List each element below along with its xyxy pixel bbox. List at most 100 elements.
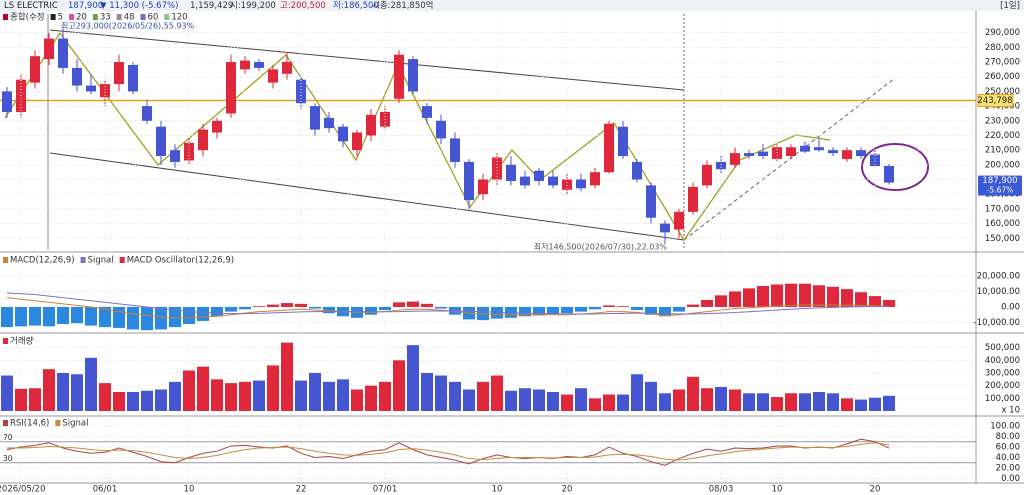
oscillator-bar — [309, 306, 321, 309]
candle-body — [674, 211, 684, 230]
legend-label: Signal — [62, 419, 88, 429]
volume-bar — [617, 394, 629, 411]
volume-bar — [575, 388, 587, 411]
legend-swatch — [55, 420, 61, 426]
candle-body — [632, 161, 642, 180]
x-tick-label: 20 — [870, 485, 881, 495]
reference-label: 243,798 — [977, 96, 1012, 106]
x-tick-label: 2026/05/20 — [0, 485, 46, 495]
legend-swatch — [164, 14, 170, 20]
volume-bar — [673, 389, 685, 411]
oscillator-bar — [869, 296, 881, 307]
candle-body — [758, 151, 768, 157]
candle-body — [604, 123, 614, 173]
volume-bar — [379, 381, 391, 411]
indicator-line — [6, 297, 890, 319]
y-tick-label: 290,000 — [985, 28, 1020, 38]
market-cap: 시총:281,850억 — [372, 0, 433, 11]
oscillator-bar — [85, 306, 97, 326]
candle-body — [772, 147, 782, 159]
volume-bar — [141, 390, 153, 411]
candle-body — [240, 60, 250, 70]
oscillator-bar — [547, 306, 559, 314]
oscillator-bar — [855, 292, 867, 307]
oscillator-bar — [827, 286, 839, 307]
y-tick-label: 20.00 — [996, 464, 1020, 474]
candle-body — [156, 126, 166, 157]
candle-body — [828, 150, 838, 154]
volume-bar — [113, 392, 125, 411]
candle-body — [520, 176, 530, 186]
oscillator-bar — [267, 304, 279, 307]
candle-body — [716, 161, 726, 170]
legend-swatch — [119, 257, 125, 263]
oscillator-bar — [365, 306, 377, 315]
volume-bar — [351, 389, 363, 411]
candle-body — [590, 172, 600, 186]
candle-body — [492, 157, 502, 180]
y-tick-label: 40.00 — [996, 453, 1020, 463]
candle-body — [324, 117, 334, 129]
volume-bar — [169, 381, 181, 411]
y-tick-label: 500,000 — [985, 343, 1020, 353]
candle-body — [660, 223, 670, 233]
y-tick-label: 80.00 — [996, 432, 1020, 442]
oscillator-bar — [631, 306, 643, 311]
candle-body — [450, 138, 460, 162]
x-tick-label: 07/01 — [373, 485, 398, 495]
volume-bar — [631, 374, 643, 411]
candle-body — [814, 147, 824, 151]
oscillator-bar — [169, 306, 181, 328]
legend-label: 20 — [76, 13, 87, 23]
oscillator-bar — [785, 283, 797, 307]
candle-body — [282, 62, 292, 74]
volume-bar — [239, 381, 251, 411]
volume-bar — [449, 381, 461, 411]
legend-swatch — [3, 14, 8, 20]
open: 시:199,200 — [230, 1, 276, 11]
oscillator-bar — [239, 306, 251, 310]
high: 고:200,500 — [280, 1, 326, 11]
oscillator-bar — [743, 288, 755, 307]
candle-body — [352, 132, 362, 151]
oscillator-bar — [295, 303, 307, 307]
legend-label: RSI(14,6) — [10, 419, 49, 429]
legend-swatch — [92, 14, 98, 20]
oscillator-bar — [659, 306, 671, 317]
last-change-label: -5.67% — [987, 186, 1014, 195]
candle-body — [548, 176, 558, 186]
y-tick-label: 10,000.00 — [977, 287, 1020, 297]
candle-body — [58, 38, 68, 68]
x-tick-label: 08/03 — [709, 485, 734, 495]
volume-bar — [1, 375, 13, 411]
volume-bar — [645, 381, 657, 411]
volume-bar — [827, 393, 839, 411]
volume-bar — [561, 394, 573, 411]
y-tick-label: 0.00 — [1001, 474, 1020, 484]
volume-bar — [743, 393, 755, 411]
candle-body — [310, 106, 320, 130]
volume-bar — [785, 393, 797, 411]
trend-line — [683, 77, 896, 241]
volume: 1,159,429 — [190, 1, 233, 11]
oscillator-bar — [155, 306, 167, 330]
oscillator-bar — [757, 286, 769, 307]
candle-body — [2, 91, 12, 112]
volume-bar — [463, 389, 475, 411]
oscillator-bar — [379, 306, 391, 311]
oscillator-bar — [57, 306, 69, 325]
oscillator-bar — [211, 306, 223, 317]
period[interactable]: [1일] — [1000, 1, 1020, 11]
volume-bar — [253, 380, 265, 411]
volume-bar — [393, 360, 405, 411]
oscillator-bar — [841, 289, 853, 307]
candle-body — [702, 164, 712, 186]
volume-bar — [477, 381, 489, 411]
volume-bar — [729, 389, 741, 411]
legend-swatch — [140, 14, 146, 20]
candle-body — [436, 120, 446, 139]
legend-label: 거래량 — [10, 336, 34, 347]
volume-bar — [155, 389, 167, 411]
legend-swatch — [50, 14, 56, 20]
header-bar — [0, 0, 1024, 11]
